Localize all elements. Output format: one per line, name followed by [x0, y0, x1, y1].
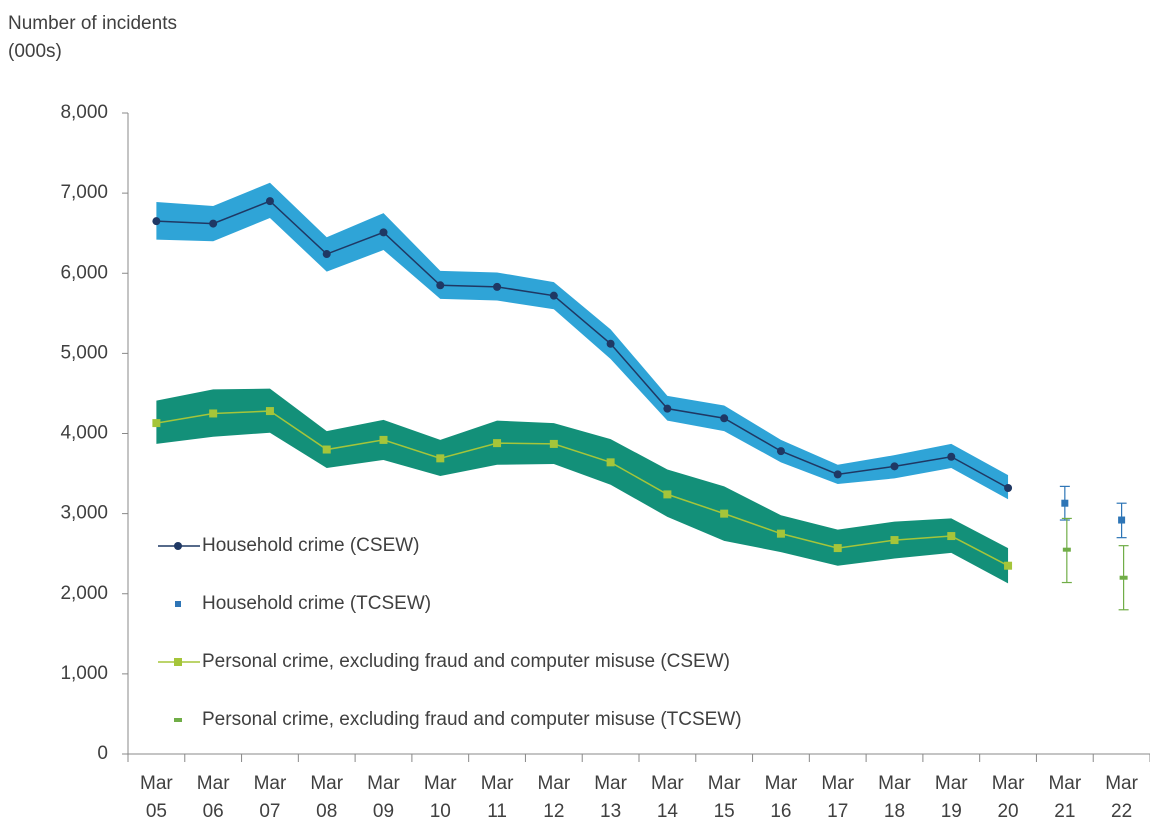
marker	[322, 250, 331, 259]
marker	[776, 447, 785, 456]
x-tick-label: Mar 16	[765, 773, 798, 822]
marker	[1004, 561, 1013, 570]
legend-label: Personal crime, excluding fraud and comp…	[202, 709, 742, 730]
marker	[947, 532, 956, 541]
marker	[947, 452, 956, 461]
marker	[379, 228, 388, 237]
marker	[833, 470, 842, 479]
marker	[606, 339, 615, 348]
x-tick-label: Mar 08	[310, 773, 343, 822]
x-tick-label: Mar 22	[1105, 773, 1138, 822]
series-line	[156, 200, 1009, 489]
marker	[209, 409, 218, 418]
marker	[549, 291, 558, 300]
y-tick-label: 6,000	[60, 262, 108, 283]
x-tick-label: Mar 07	[254, 773, 287, 822]
y-tick-label: 2,000	[60, 583, 108, 604]
marker	[1061, 499, 1069, 507]
y-axis-label: Number of incidents (000s)	[8, 13, 177, 62]
marker	[890, 462, 899, 471]
marker	[1119, 575, 1128, 580]
marker	[174, 542, 182, 550]
x-tick-label: Mar 05	[140, 773, 173, 822]
y-tick-label: 8,000	[60, 102, 108, 123]
y-tick-label: 3,000	[60, 503, 108, 524]
marker	[379, 435, 388, 444]
x-tick-label: Mar 06	[197, 773, 230, 822]
y-tick-label: 0	[97, 743, 108, 764]
x-tick-label: Mar 14	[651, 773, 684, 822]
marker	[152, 419, 161, 428]
marker	[549, 439, 558, 448]
confidence-band	[156, 182, 1009, 500]
x-tick-label: Mar 19	[935, 773, 968, 822]
marker	[890, 536, 899, 545]
x-tick-label: Mar 18	[878, 773, 911, 822]
marker	[436, 281, 445, 290]
x-tick-label: Mar 21	[1048, 773, 1081, 822]
marker	[209, 219, 218, 228]
x-tick-label: Mar 10	[424, 773, 457, 822]
x-tick-label: Mar 11	[481, 773, 514, 822]
marker	[175, 601, 181, 607]
y-tick-label: 7,000	[60, 182, 108, 203]
marker	[493, 282, 502, 291]
marker	[663, 490, 672, 499]
marker	[174, 658, 182, 666]
marker	[606, 458, 615, 467]
marker	[152, 217, 161, 226]
x-tick-label: Mar 15	[708, 773, 741, 822]
x-tick-label: Mar 13	[594, 773, 627, 822]
x-tick-label: Mar 20	[992, 773, 1025, 822]
marker	[265, 407, 274, 416]
x-tick-label: Mar 12	[537, 773, 570, 822]
marker	[833, 544, 842, 553]
y-tick-label: 4,000	[60, 423, 108, 444]
confidence-band	[156, 388, 1009, 584]
legend-label: Household crime (TCSEW)	[202, 593, 431, 614]
marker	[1004, 483, 1013, 492]
legend-label: Household crime (CSEW)	[202, 535, 420, 556]
marker	[322, 445, 331, 454]
marker	[663, 404, 672, 413]
marker	[776, 529, 785, 538]
marker	[720, 509, 729, 518]
y-tick-label: 5,000	[60, 342, 108, 363]
legend-label: Personal crime, excluding fraud and comp…	[202, 651, 730, 672]
marker	[265, 197, 274, 206]
y-tick-label: 1,000	[60, 663, 108, 684]
marker	[720, 414, 729, 423]
marker	[436, 454, 445, 463]
marker	[1118, 516, 1126, 524]
marker	[174, 718, 182, 722]
marker	[493, 439, 502, 448]
x-tick-label: Mar 09	[367, 773, 400, 822]
marker	[1062, 547, 1071, 552]
series-line	[156, 410, 1009, 567]
x-tick-label: Mar 17	[821, 773, 854, 822]
